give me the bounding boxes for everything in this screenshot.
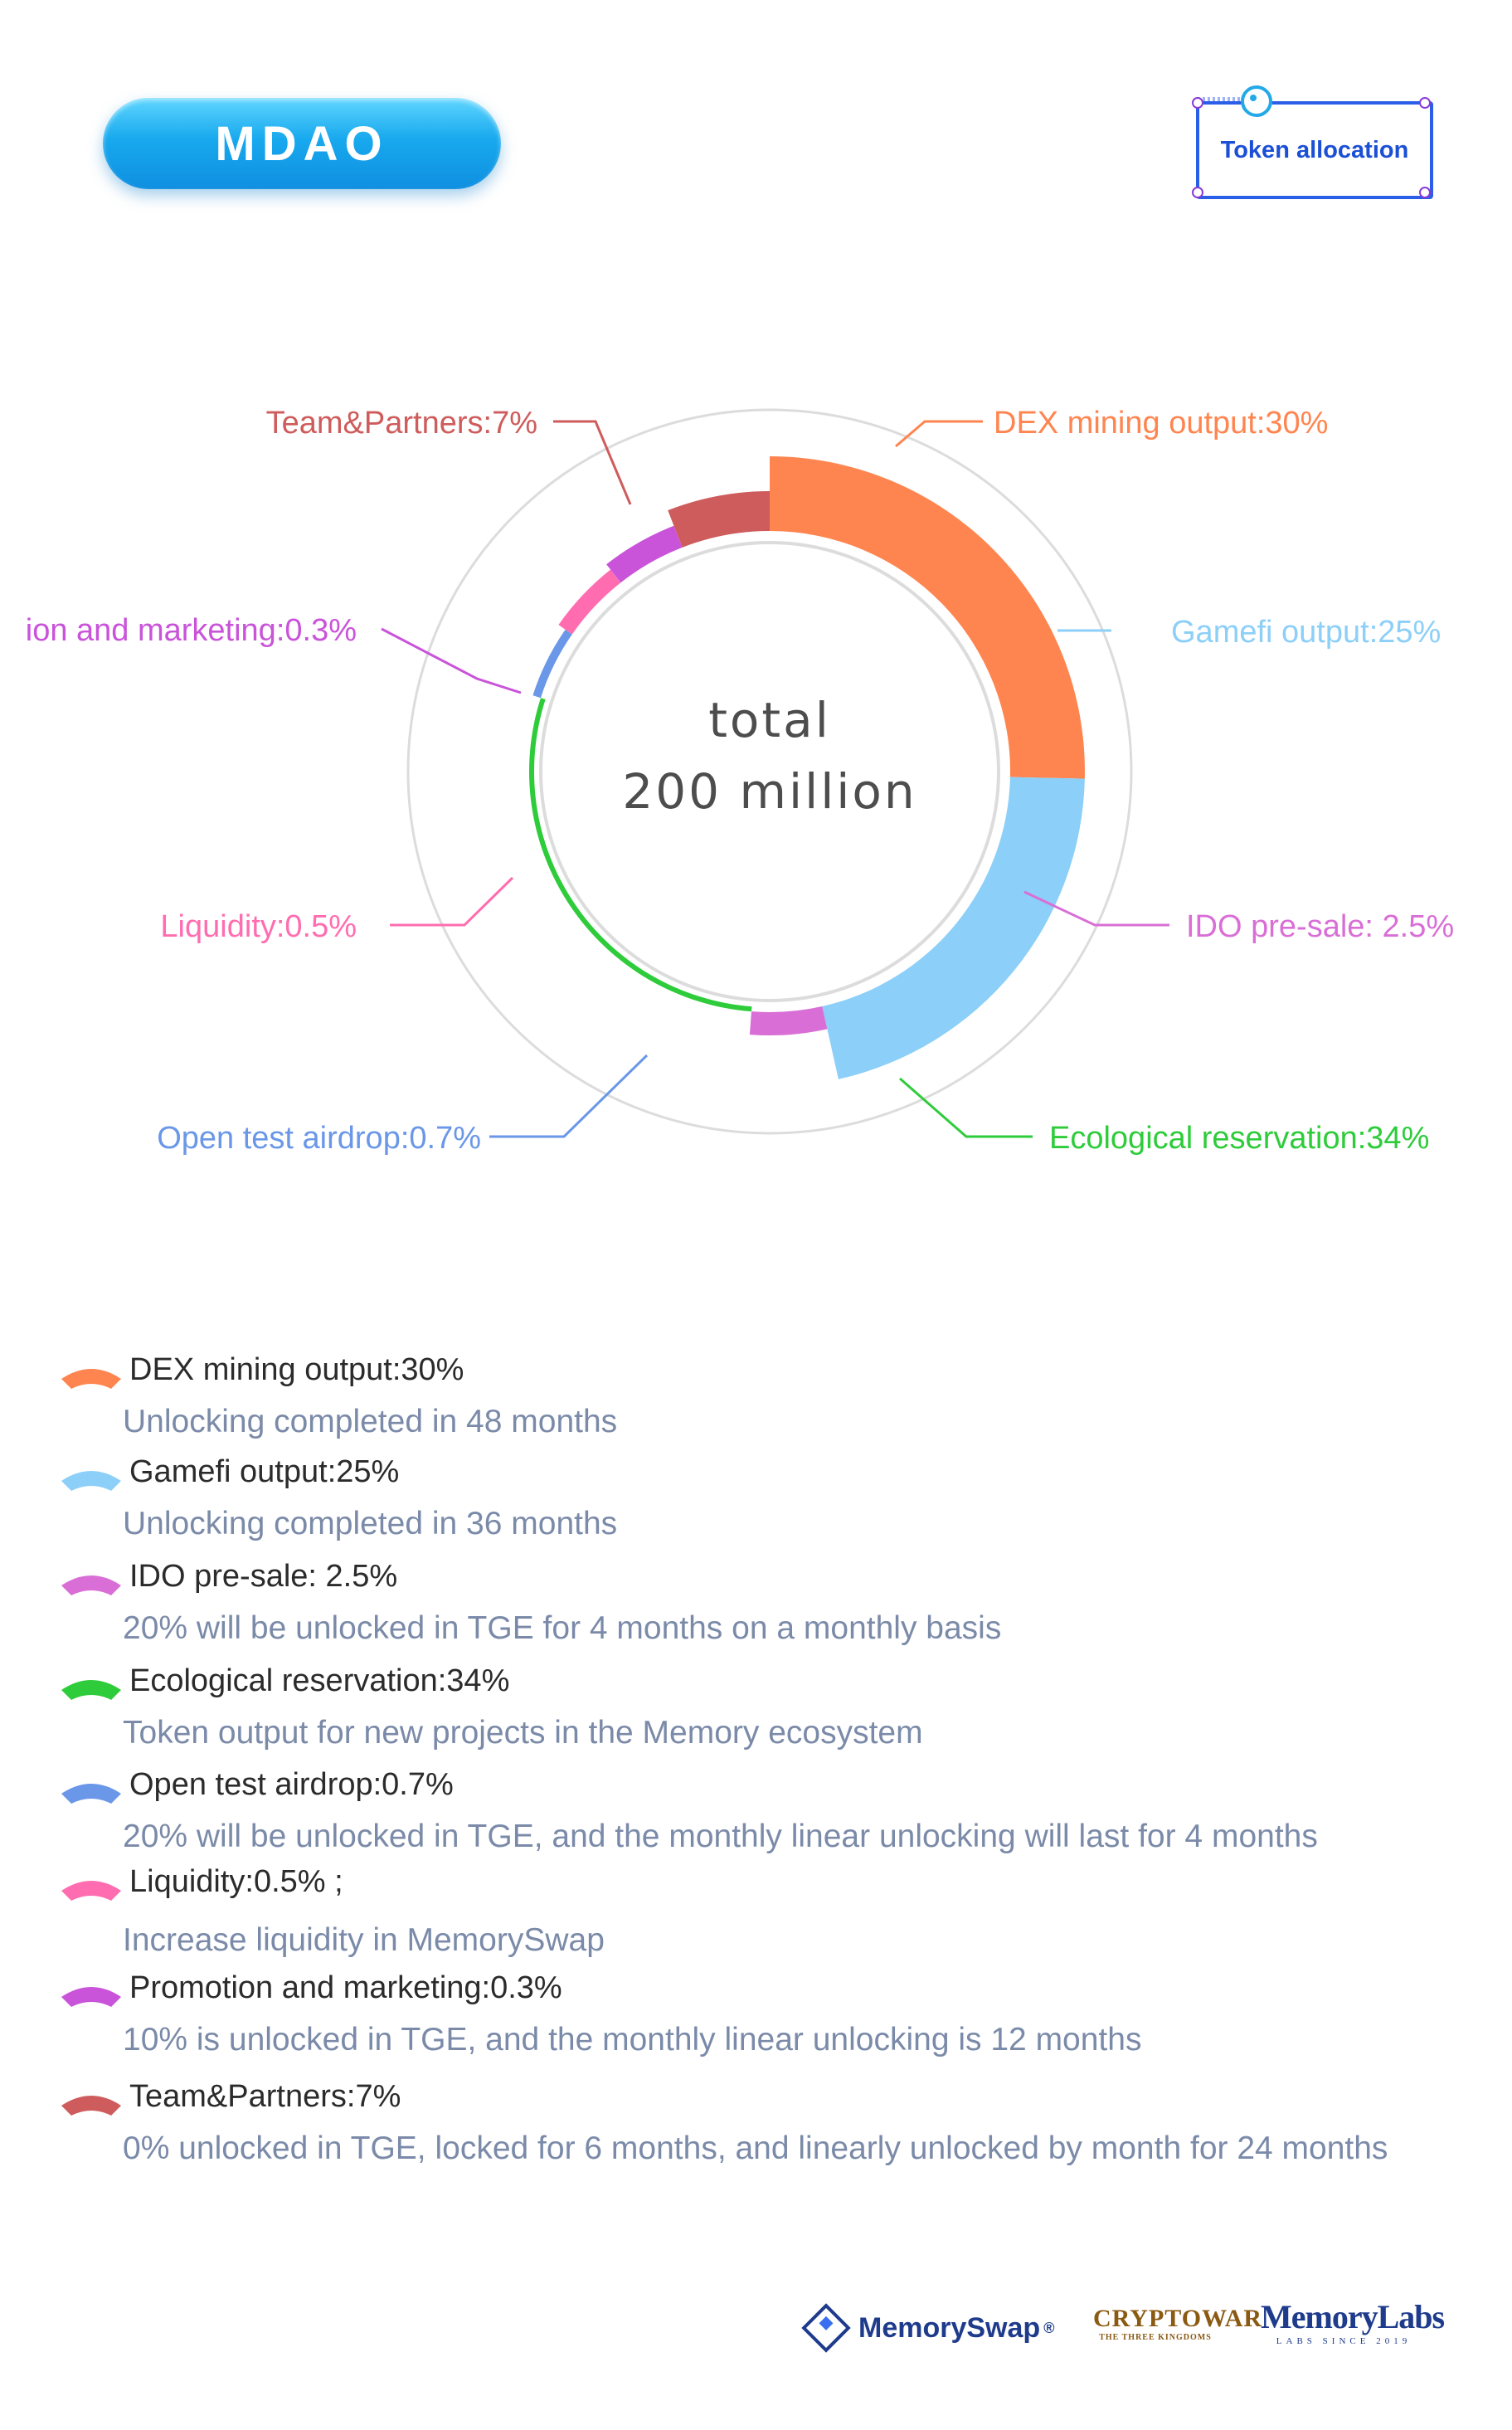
pie-slice (822, 777, 1085, 1079)
leader-line (381, 627, 522, 694)
pie-slice (749, 1006, 828, 1035)
tag-corner-dot (1192, 97, 1203, 109)
inner-guide-ring (539, 541, 1000, 1002)
memoryswap-text: MemorySwap (858, 2311, 1041, 2344)
pie-slice (606, 525, 683, 583)
memorylabs-logo: MemoryLabs LABS SINCE 2019 (1261, 2298, 1445, 2346)
tag-corner-dot (1192, 187, 1203, 198)
memorylabs-title: MemoryLabs (1261, 2298, 1445, 2335)
legend-swatch-icon (61, 1369, 121, 1389)
legend-description: Token output for new projects in the Mem… (123, 1715, 923, 1751)
cryptowar-logo: CRYPTOWAR THE THREE KINGDOMS (1093, 2305, 1263, 2351)
legend-description: 10% is unlocked in TGE, and the monthly … (123, 2022, 1142, 2057)
leader-line (895, 420, 983, 448)
memorylabs-subtitle: LABS SINCE 2019 (1276, 2336, 1412, 2346)
legend-name: Open test airdrop:0.7% (129, 1767, 454, 1802)
pie-slice (558, 569, 621, 635)
legend-description: Unlocking completed in 48 months (123, 1404, 618, 1439)
leader-line (1023, 890, 1169, 927)
pie-slice (668, 491, 770, 548)
legend-swatch-icon (61, 1471, 121, 1491)
memoryswap-diamond-icon (801, 2303, 851, 2353)
slice-label: Liquidity:0.5% (160, 909, 357, 944)
legend-name: Ecological reservation:34% (129, 1663, 510, 1698)
legend-swatch-icon (61, 1987, 121, 2007)
legend-name: Gamefi output:25% (129, 1454, 400, 1489)
slice-label: DEX mining output:30% (994, 406, 1328, 441)
pie-slice (532, 629, 572, 699)
legend-description: Unlocking completed in 36 months (123, 1506, 618, 1541)
pie-slice (770, 456, 1085, 779)
legend-description: 0% unlocked in TGE, locked for 6 months,… (123, 2131, 1388, 2166)
slice-label: ion and marketing:0.3% (26, 613, 357, 648)
legend-swatch-icon (61, 1680, 121, 1700)
slice-label: IDO pre-sale: 2.5% (1186, 909, 1454, 944)
outer-guide-ring (406, 408, 1133, 1135)
leader-line (899, 1077, 1033, 1138)
center-total-label: total (708, 692, 831, 748)
legend-swatch-icon (61, 2096, 121, 2116)
tag-corner-dot (1419, 97, 1431, 109)
legend-description: Increase liquidity in MemorySwap (123, 1922, 605, 1958)
legend-swatch-icon (61, 1881, 121, 1901)
legend-swatch-icon (61, 1784, 121, 1804)
center-amount-label: 200 million (622, 763, 916, 820)
legend-swatch-icon (61, 1575, 121, 1595)
slice-label: Open test airdrop:0.7% (157, 1121, 481, 1156)
slice-label: Team&Partners:7% (266, 406, 537, 441)
mdao-badge: MDAO (103, 98, 501, 189)
legend-name: DEX mining output:30% (129, 1352, 464, 1387)
memoryswap-logo: MemorySwap ® (801, 2303, 1055, 2353)
token-allocation-tag: Token allocation (1196, 101, 1433, 199)
cryptowar-subtitle: THE THREE KINGDOMS (1099, 2333, 1212, 2342)
slice-label: Ecological reservation:34% (1049, 1121, 1429, 1156)
legend-description: 20% will be unlocked in TGE for 4 months… (123, 1610, 1002, 1646)
leader-line (553, 420, 632, 505)
leader-line (489, 1054, 649, 1138)
slice-label: Gamefi output:25% (1171, 615, 1441, 650)
tag-corner-dot (1419, 187, 1431, 198)
cryptowar-title: CRYPTOWAR (1093, 2305, 1263, 2332)
memoryswap-mark: ® (1043, 2319, 1055, 2336)
tag-ring-icon (1241, 85, 1272, 117)
legend-name: Promotion and marketing:0.3% (129, 1970, 562, 2005)
legend-name: Team&Partners:7% (129, 2079, 401, 2114)
legend-name: IDO pre-sale: 2.5% (129, 1559, 398, 1594)
legend-description: 20% will be unlocked in TGE, and the mon… (123, 1819, 1318, 1854)
legend-name: Liquidity:0.5% ; (129, 1864, 343, 1899)
badge-label: MDAO (215, 116, 389, 171)
tag-label: Token allocation (1220, 136, 1409, 163)
allocation-chart: DEX mining output:30% Gamefi output:25% ID… (26, 406, 1454, 1156)
leader-line (390, 876, 514, 927)
